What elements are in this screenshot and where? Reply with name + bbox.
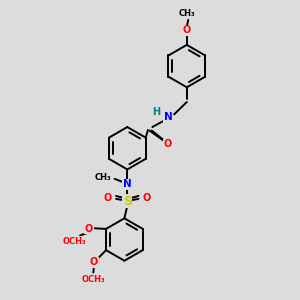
Text: O: O xyxy=(142,193,151,203)
Text: O: O xyxy=(90,257,98,268)
Text: S: S xyxy=(123,195,132,208)
Text: O: O xyxy=(104,193,112,203)
Text: CH₃: CH₃ xyxy=(94,173,111,182)
Text: O: O xyxy=(85,224,93,234)
Text: CH₃: CH₃ xyxy=(178,9,195,18)
Text: H: H xyxy=(152,107,160,117)
Text: OCH₃: OCH₃ xyxy=(82,275,105,284)
Text: N: N xyxy=(123,179,132,189)
Text: O: O xyxy=(183,25,191,35)
Text: N: N xyxy=(164,112,172,122)
Text: OCH₃: OCH₃ xyxy=(62,237,86,246)
Text: O: O xyxy=(164,140,172,149)
